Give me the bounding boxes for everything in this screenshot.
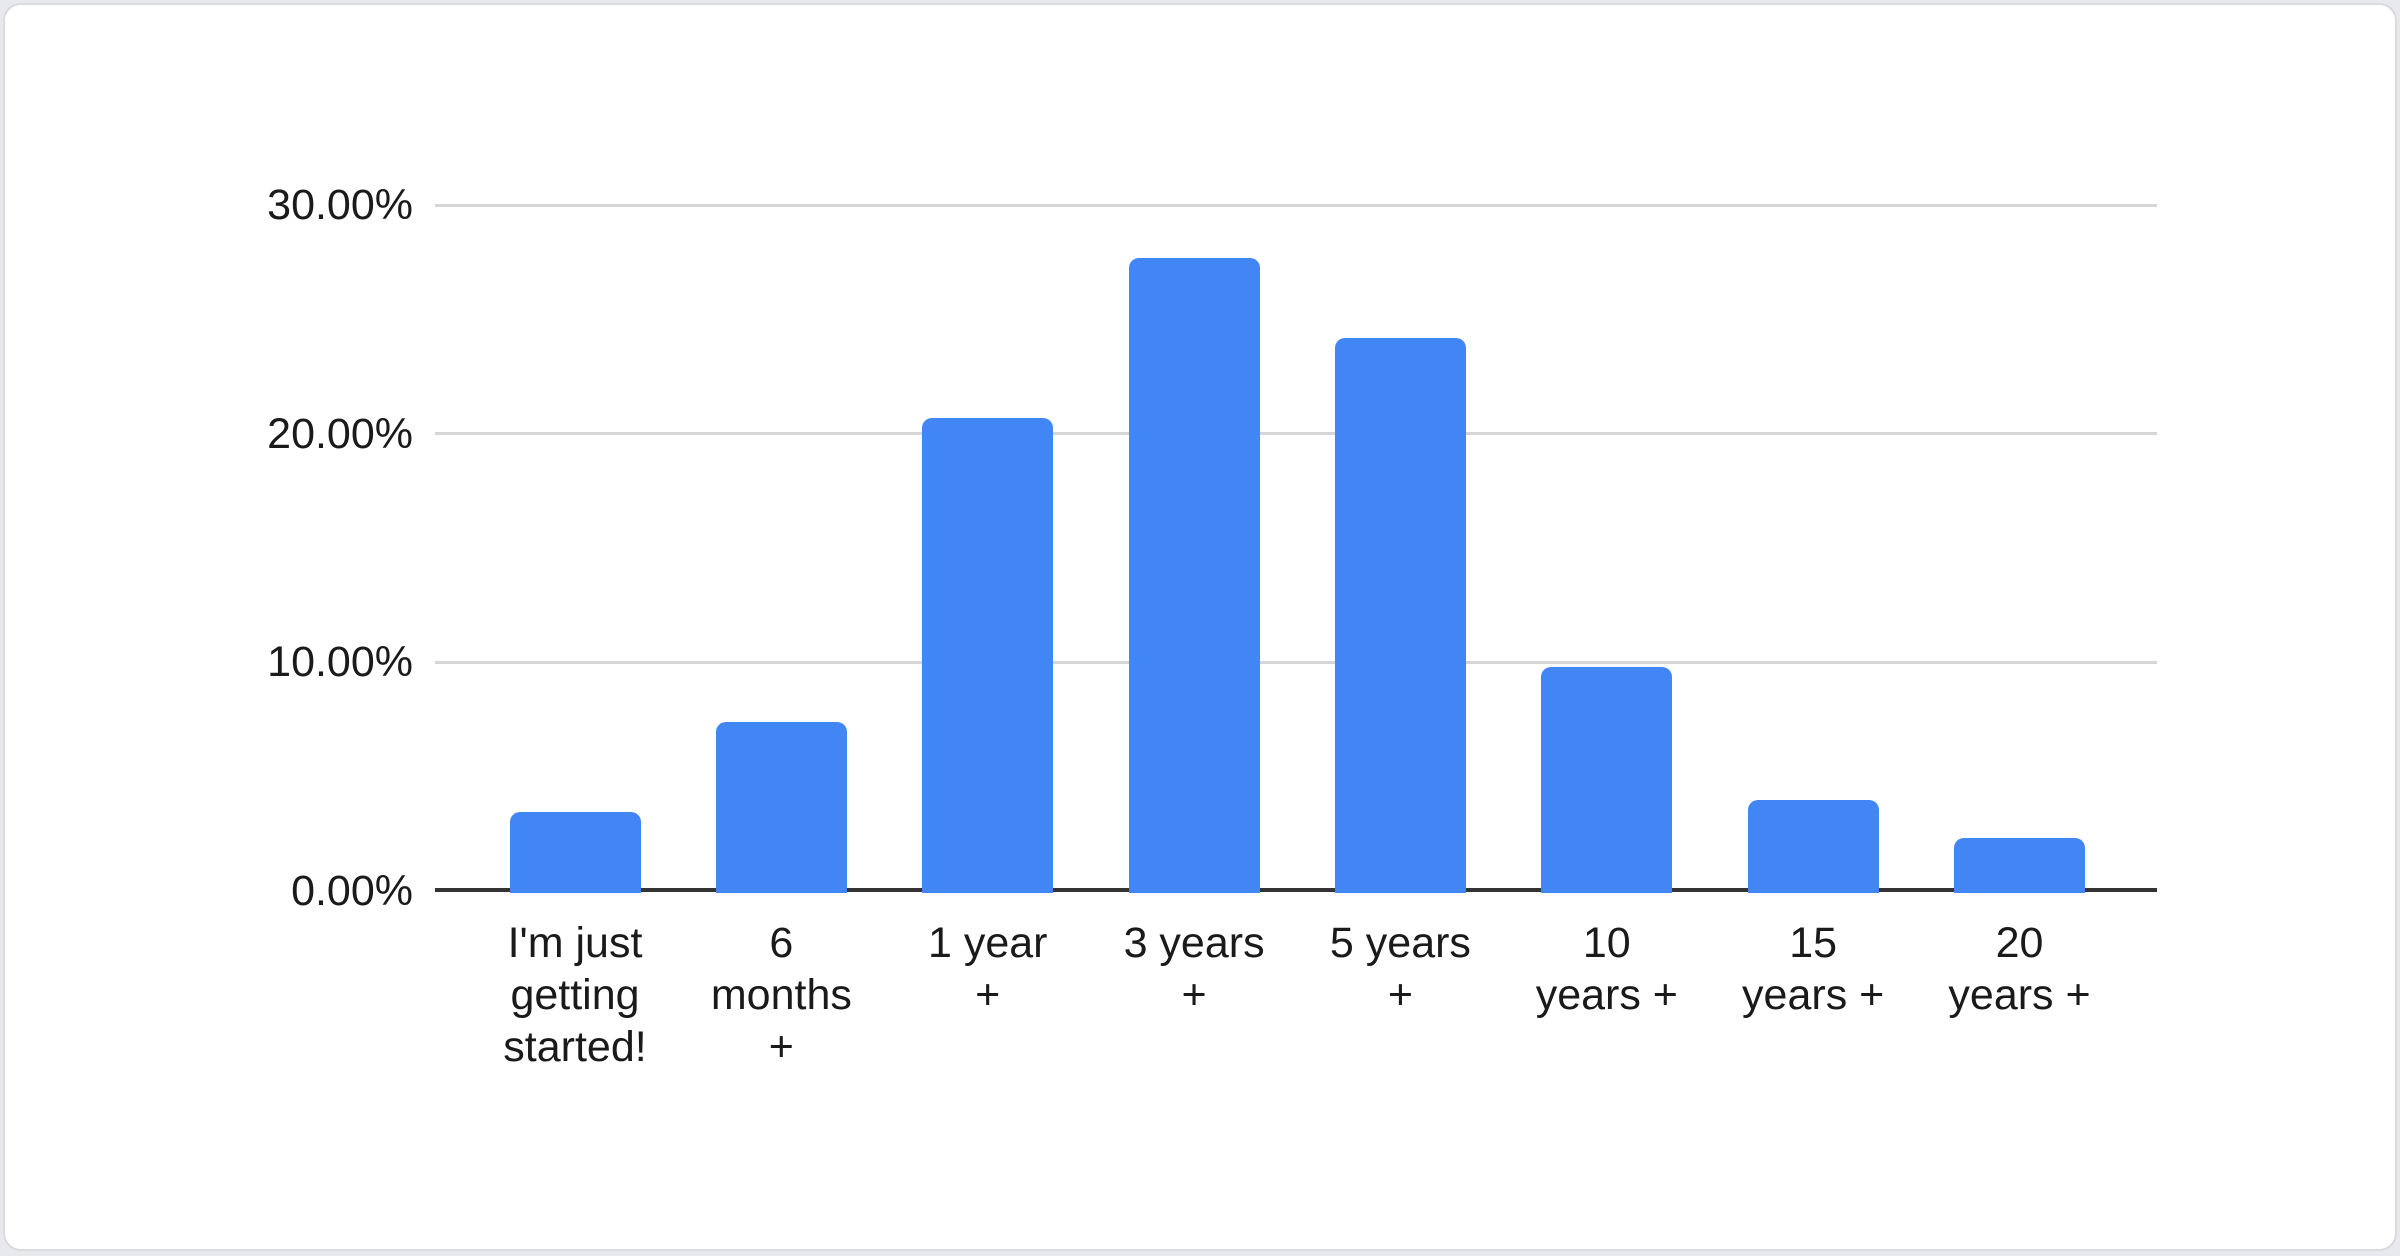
gridline-30-percent bbox=[435, 203, 2157, 207]
bar[interactable] bbox=[715, 721, 847, 893]
gridline-20-percent bbox=[435, 432, 2157, 436]
y-axis-label: 20.00% bbox=[267, 409, 413, 458]
bar[interactable] bbox=[509, 812, 641, 893]
bar[interactable] bbox=[1747, 799, 1879, 893]
x-axis-label: 20 years + bbox=[1948, 919, 2091, 1019]
x-axis-label: 6 months + bbox=[710, 919, 852, 1071]
bar-chart: 0.00% 10.00% 20.00% 30.00% I'm just getting… bbox=[5, 5, 2395, 1249]
x-axis-label: 1 year + bbox=[927, 919, 1048, 1019]
bar[interactable] bbox=[1334, 337, 1466, 893]
y-axis-label: 10.00% bbox=[267, 638, 413, 687]
x-axis-label: 3 years + bbox=[1123, 919, 1265, 1019]
x-axis-label: 15 years + bbox=[1742, 919, 1885, 1019]
bar[interactable] bbox=[922, 417, 1054, 893]
y-axis-label: 30.00% bbox=[267, 181, 413, 229]
x-axis-label: I'm just getting started! bbox=[503, 919, 647, 1071]
bar[interactable] bbox=[1128, 257, 1260, 893]
x-axis-label: 5 years + bbox=[1329, 919, 1471, 1019]
chart-card: 0.00% 10.00% 20.00% 30.00% I'm just getting… bbox=[3, 3, 2397, 1251]
y-axis-label: 0.00% bbox=[291, 867, 413, 915]
x-axis-label: 10 years + bbox=[1535, 919, 1678, 1019]
x-axis-line bbox=[435, 888, 2157, 892]
bar[interactable] bbox=[1541, 666, 1673, 893]
bar[interactable] bbox=[1954, 838, 2086, 893]
gridline-10-percent bbox=[435, 660, 2157, 664]
